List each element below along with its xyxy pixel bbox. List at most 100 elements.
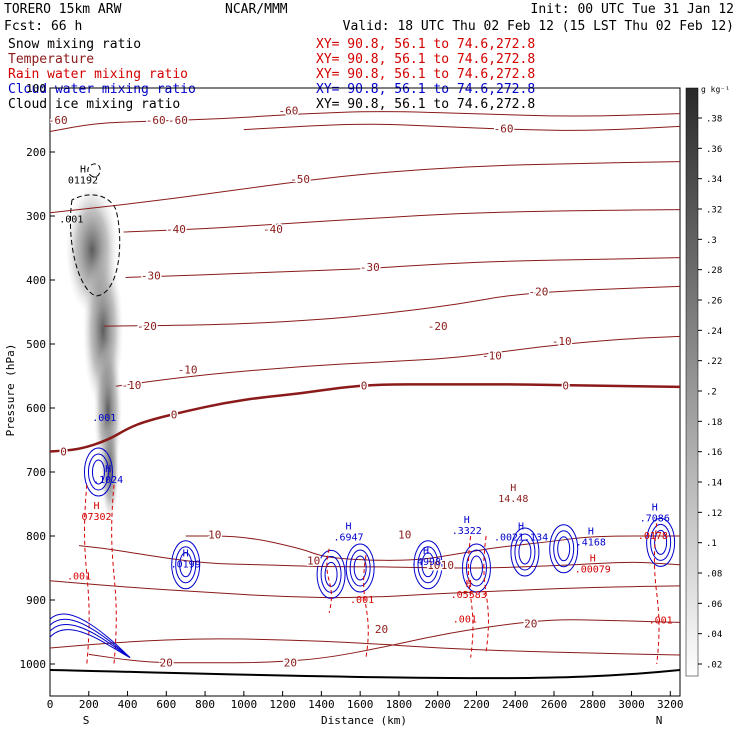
maxima-value-12: .0021.134	[494, 533, 548, 544]
cloud-water-cell-5-2	[549, 524, 579, 574]
isotherm-9	[79, 545, 680, 569]
cloud-water-cell-4-1	[514, 533, 536, 571]
maxima-label-7: H	[346, 522, 352, 533]
maxima-label-0: H	[80, 164, 86, 175]
legend-cloud-ice-xy: XY= 90.8, 56.1 to 74.6,272.8	[316, 97, 535, 112]
temperature-label-12: -20	[529, 286, 549, 299]
temperature-label-25: 10	[441, 559, 454, 572]
isotherm-3	[123, 209, 680, 233]
y-tick-label-3: 400	[26, 274, 46, 287]
maxima-label-2: H	[105, 464, 111, 475]
colorbar-label-15: .08	[706, 570, 722, 580]
center-label: NCAR/MMM	[225, 2, 288, 17]
precipitation-contours	[50, 447, 676, 665]
cloud-water-cell-3-0	[469, 555, 483, 581]
temperature-label-0: -60	[48, 114, 68, 127]
y-axis-label: Pressure (hPa)	[4, 344, 17, 437]
isotherm-8	[185, 535, 680, 561]
x-tick-label-14: 2800	[580, 698, 607, 711]
cloud-water-cell-2-2	[413, 540, 443, 590]
model-title: TORERO 15km ARW	[4, 2, 122, 17]
temperature-label-16: -10	[552, 335, 572, 348]
cloud-water-cell-8-0	[179, 552, 193, 578]
temperature-label-20: 0	[562, 380, 569, 393]
x-tick-label-7: 1400	[308, 698, 335, 711]
maxima-value-9: .3322	[452, 526, 482, 537]
rain-contour-3	[363, 555, 369, 658]
y-axis: 100 200 300 400 500 600 700 800 900 1000	[20, 82, 55, 671]
isotherm-11	[50, 580, 680, 599]
colorbar-label-0: .38	[706, 115, 722, 125]
valid-time: Valid: 18 UTC Thu 02 Feb 12 (15 LST Thu …	[343, 19, 734, 34]
colorbar-label-17: .04	[706, 630, 722, 640]
rain-contour-1	[111, 484, 117, 665]
temperature-label-10: -20	[137, 320, 157, 333]
maxima-label-15: H	[652, 502, 658, 513]
rain-contour-2	[326, 548, 332, 613]
temperature-contours	[50, 111, 680, 664]
colorbar-label-3: .32	[706, 206, 722, 216]
x-tick-label-2: 400	[118, 698, 138, 711]
isotherm-0	[50, 111, 680, 133]
isotherm-2	[50, 161, 680, 214]
maxima-label-17: .001	[350, 595, 374, 606]
maxima-value-11: 14.48	[498, 494, 528, 505]
isotherm-7	[50, 383, 680, 453]
x-tick-label-16: 3200	[657, 698, 684, 711]
temperature-label-19: 0	[361, 380, 368, 393]
cloud-water-cell-7-1	[87, 453, 109, 491]
colorbar-label-12: .14	[706, 479, 722, 489]
rain-contour-5	[483, 535, 489, 652]
temperature-label-4: -60	[494, 122, 514, 135]
colorbar-label-14: .1	[706, 539, 717, 549]
temperature-label-29: 20	[524, 618, 537, 631]
contour-labels: -60 -60 -60-60-60-50-40 -40-30-30-20 -20-20-…	[48, 103, 673, 671]
maxima-label-11: H	[510, 483, 516, 494]
cloud-water-surface-1	[50, 618, 131, 658]
maxima-value-15: .7086	[640, 513, 670, 524]
colorbar-label-5: .28	[706, 266, 722, 276]
x-tick-label-3: 600	[156, 698, 176, 711]
cloud-water-cell-6-0	[654, 529, 668, 555]
isotherm-10	[88, 619, 680, 664]
colorbar: g kg⁻¹ .38 .36 .34 .32 .3 .28 .26 .24 .22 .2 .18 .1…	[685, 85, 730, 677]
y-tick-label-0: 100	[26, 82, 46, 95]
x-tick-label-5: 1000	[231, 698, 258, 711]
rain-contour-4	[467, 535, 474, 658]
terrain-line	[50, 669, 680, 680]
cloud-water-cell-1-1	[349, 549, 371, 587]
temperature-label-6: -40	[166, 223, 186, 236]
isotherm-12	[50, 638, 680, 656]
cloud-water-cell-0-0	[324, 561, 338, 587]
legend-rain-xy: XY= 90.8, 56.1 to 74.6,272.8	[316, 67, 535, 82]
x-tick-label-12: 2400	[502, 698, 529, 711]
x-axis-label: Distance (km)	[321, 714, 407, 727]
temperature-label-21: 10	[208, 529, 221, 542]
maxima-label-6: H	[183, 548, 189, 559]
maxima-label-12: H	[518, 522, 524, 533]
temperature-label-22: 10	[307, 554, 320, 567]
legend-rain: Rain water mixing ratio	[8, 67, 188, 82]
colorbar-label-4: .3	[706, 236, 717, 246]
temperature-label-9: -30	[360, 261, 380, 274]
maxima-value-8: .4998	[411, 557, 441, 568]
y-tick-label-2: 300	[26, 210, 46, 223]
colorbar-label-9: .2	[706, 388, 717, 398]
temperature-label-8: -30	[141, 270, 161, 283]
maxima-label-14: H	[590, 554, 596, 565]
temperature-label-18: 0	[171, 408, 178, 421]
legend-snow-xy: XY= 90.8, 56.1 to 74.6,272.8	[316, 37, 535, 52]
y-tick-label-9: 1000	[20, 658, 47, 671]
x-axis: 0 200 400 600 800 1000 1200 1400 1600 1800 2000 220…	[47, 691, 684, 711]
legend-temperature-xy: XY= 90.8, 56.1 to 74.6,272.8	[316, 52, 535, 67]
maxima-label-16: .0178	[638, 531, 668, 542]
legend-cloud-water: Cloud water mixing ratio	[8, 82, 196, 97]
cloud-water-surface-3	[50, 629, 131, 659]
colorbar-label-13: .12	[706, 509, 722, 519]
cloud-water-surface-0	[50, 613, 131, 658]
temperature-label-3: -60	[278, 104, 298, 117]
maxima-label-4: H	[94, 501, 100, 512]
isotherm-5	[104, 285, 680, 327]
colorbar-label-11: .16	[706, 448, 722, 458]
temperature-label-15: -10	[482, 350, 502, 363]
